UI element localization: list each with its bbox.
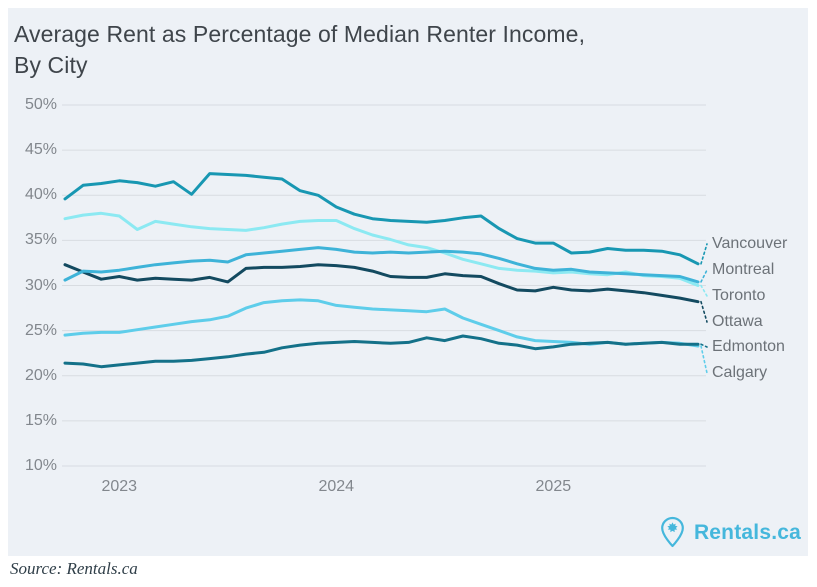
series-line-edmonton (63, 334, 700, 369)
chart-card (8, 8, 808, 556)
x-tick-label: 2025 (535, 478, 572, 495)
y-tick-label: 45% (24, 141, 57, 159)
series-line-calgary (63, 298, 700, 348)
chart-title: Average Rent as Percentage of Median Ren… (14, 19, 585, 81)
series-line-montreal (63, 246, 700, 284)
legend-leader-montreal (700, 269, 708, 283)
y-tick-label: 20% (24, 366, 57, 384)
y-tick-label: 10% (24, 457, 57, 474)
source-note: Source: Rentals.ca (10, 559, 138, 578)
y-tick-label: 15% (24, 411, 57, 429)
legend-label-toronto: Toronto (712, 287, 766, 304)
legend-leader-vancouver (700, 243, 708, 265)
x-tick-label: 2024 (318, 478, 355, 495)
maple-leaf-pin-icon (661, 516, 684, 548)
y-tick-label: 35% (24, 231, 57, 249)
legend-label-montreal: Montreal (712, 261, 775, 278)
y-tick-label: 30% (24, 276, 57, 294)
chart-title-line1: Average Rent as Percentage of Median Ren… (14, 21, 586, 47)
legend-leader-ottawa (700, 300, 708, 323)
legend-label-edmonton: Edmonton (712, 338, 785, 355)
rentals-logo: Rentals.ca (658, 516, 801, 549)
y-tick-label: 25% (24, 321, 57, 339)
logo-text: Rentals.ca (693, 520, 801, 544)
y-tick-label: 40% (24, 186, 57, 204)
legend-label-ottawa: Ottawa (712, 313, 763, 330)
legend-leader-calgary (700, 345, 708, 374)
chart-title-line2: By City (14, 52, 88, 78)
legend-leader-toronto (700, 284, 708, 297)
series-line-ottawa (63, 263, 700, 304)
series-line-toronto (63, 211, 700, 287)
y-tick-label: 50% (24, 96, 57, 113)
legend-label-vancouver: Vancouver (712, 235, 788, 252)
x-tick-label: 2023 (101, 478, 138, 495)
series-line-vancouver (63, 172, 700, 266)
legend-leader-edmonton (700, 343, 708, 348)
legend-label-calgary: Calgary (712, 364, 768, 381)
